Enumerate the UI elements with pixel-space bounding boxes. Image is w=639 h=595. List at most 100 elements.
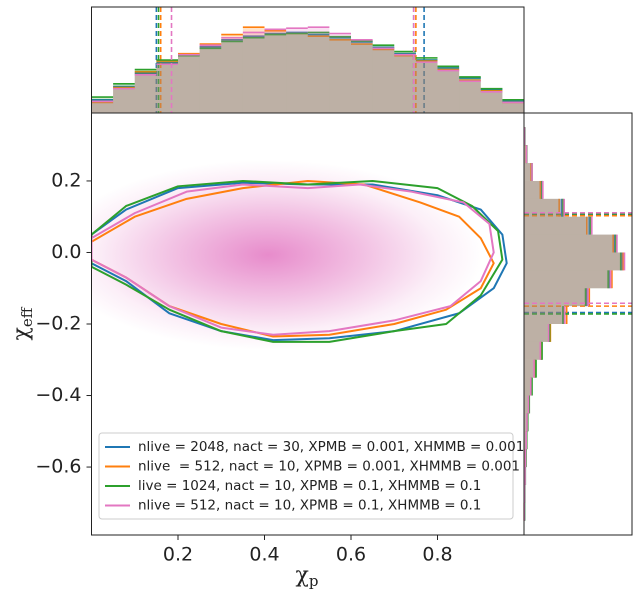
y-tick-label: −0.6: [35, 456, 81, 478]
x-hist-bar: [372, 48, 395, 114]
contour: [91, 181, 508, 342]
y-hist-bar: [524, 216, 590, 235]
x-hist-bar: [437, 69, 460, 113]
y-hist-bar: [524, 359, 536, 378]
x-hist-bar: [286, 33, 308, 113]
x-label-symbol: χ: [296, 563, 309, 588]
x-hist-bar: [286, 33, 308, 113]
y-hist-bar: [524, 163, 533, 181]
y-hist-bar: [524, 306, 567, 324]
y-axis-label: χeff: [9, 306, 36, 340]
x-hist-bar: [394, 51, 416, 113]
x-hist-bar: [199, 45, 222, 113]
x-hist-bar: [415, 60, 438, 113]
x-hist-bar: [329, 36, 351, 113]
x-hist-bar: [113, 87, 135, 113]
x-hist-bar: [178, 53, 200, 113]
legend-label: nlive = 512, nact = 10, XPMB = 0.001, XH…: [138, 459, 520, 475]
legend: nlive = 2048, nact = 30, XPMB = 0.001, X…: [105, 439, 524, 514]
y-hist-bar: [524, 324, 550, 342]
x-label-subscript: p: [309, 572, 319, 590]
y-hist-bar: [524, 252, 622, 271]
x-hist-bar: [372, 47, 395, 113]
x-hist-bar: [221, 41, 243, 114]
x-hist-bar: [242, 27, 265, 113]
x-hist-bar: [437, 70, 460, 113]
x-tick-label: 0.8: [422, 544, 452, 566]
y-hist-bar: [524, 163, 532, 181]
legend-label: live = 1024, nact = 10, XPMB = 0.1, XHMM…: [138, 478, 481, 494]
density-map: [91, 160, 483, 350]
x-hist-bar: [437, 66, 460, 113]
top-frame: [91, 6, 525, 114]
y-hist-bar: [524, 216, 592, 235]
x-hist-bar: [415, 57, 438, 113]
x-tick-label: 0.6: [336, 544, 366, 566]
y-hist-bar: [524, 288, 590, 307]
y-hist-bar: [524, 359, 535, 378]
x-hist-bar: [459, 78, 481, 113]
x-hist-bar: [307, 34, 330, 114]
x-hist-bar: [178, 55, 200, 113]
y-hist-bar: [524, 216, 591, 235]
y-hist-bar: [524, 341, 542, 360]
top-marginal: [91, 7, 524, 114]
y-hist-bar: [524, 252, 621, 271]
x-hist-bar: [394, 54, 416, 113]
x-hist-bar: [351, 44, 373, 113]
y-hist-bar: [524, 216, 587, 235]
x-hist-bar: [242, 36, 265, 113]
x-hist-bar: [480, 90, 503, 113]
y-hist-bar: [524, 234, 614, 253]
x-hist-bar: [264, 33, 287, 113]
x-hist-bar: [178, 54, 200, 113]
y-label-symbol: χ: [9, 327, 34, 340]
x-hist-bar: [307, 27, 330, 113]
x-hist-bar: [113, 88, 135, 113]
x-hist-bar: [156, 61, 178, 113]
y-hist-bar: [524, 306, 565, 324]
y-hist-bar: [524, 180, 542, 199]
y-hist-bar: [524, 324, 551, 342]
y-hist-bar: [524, 270, 611, 289]
y-tick-label: −0.4: [35, 384, 81, 406]
y-hist-bar: [524, 234, 616, 253]
x-hist-bar: [156, 62, 178, 113]
legend-box: [98, 432, 514, 520]
x-hist-bar: [156, 60, 178, 113]
y-hist-bar: [524, 306, 563, 324]
x-hist-bar: [437, 67, 460, 113]
x-hist-bar: [459, 76, 481, 113]
y-hist-bar: [524, 324, 550, 342]
x-hist-bar: [351, 39, 373, 113]
x-hist-bar: [156, 64, 178, 113]
x-hist-bar: [134, 74, 157, 113]
x-hist-bar: [221, 39, 243, 113]
right-marginal: [523, 127, 632, 521]
x-axis-label: χp: [296, 563, 319, 590]
x-hist-bar: [91, 101, 114, 113]
x-hist-bar: [372, 45, 395, 113]
y-tick-label: 0.2: [51, 169, 81, 191]
contour: [91, 183, 495, 336]
x-hist-bar: [459, 81, 481, 113]
y-hist-bar: [524, 359, 537, 378]
y-hist-bar: [524, 395, 529, 414]
x-hist-bar: [394, 55, 416, 113]
x-hist-bar: [242, 37, 265, 113]
y-hist-bar: [524, 341, 543, 360]
x-hist-bar: [134, 73, 157, 113]
y-label-subscript: eff: [18, 306, 36, 327]
x-hist-bar: [307, 36, 330, 113]
x-hist-bar: [329, 39, 351, 113]
x-hist-bar: [264, 29, 287, 113]
y-hist-bar: [524, 377, 532, 396]
x-hist-bar: [199, 46, 222, 113]
x-hist-bar: [394, 53, 416, 113]
y-hist-bar: [524, 306, 565, 324]
x-hist-bar: [264, 34, 287, 114]
y-hist-bar: [524, 163, 532, 181]
y-hist-bar: [524, 270, 612, 289]
x-hist-bar: [502, 102, 524, 113]
x-hist-bar: [480, 89, 503, 113]
